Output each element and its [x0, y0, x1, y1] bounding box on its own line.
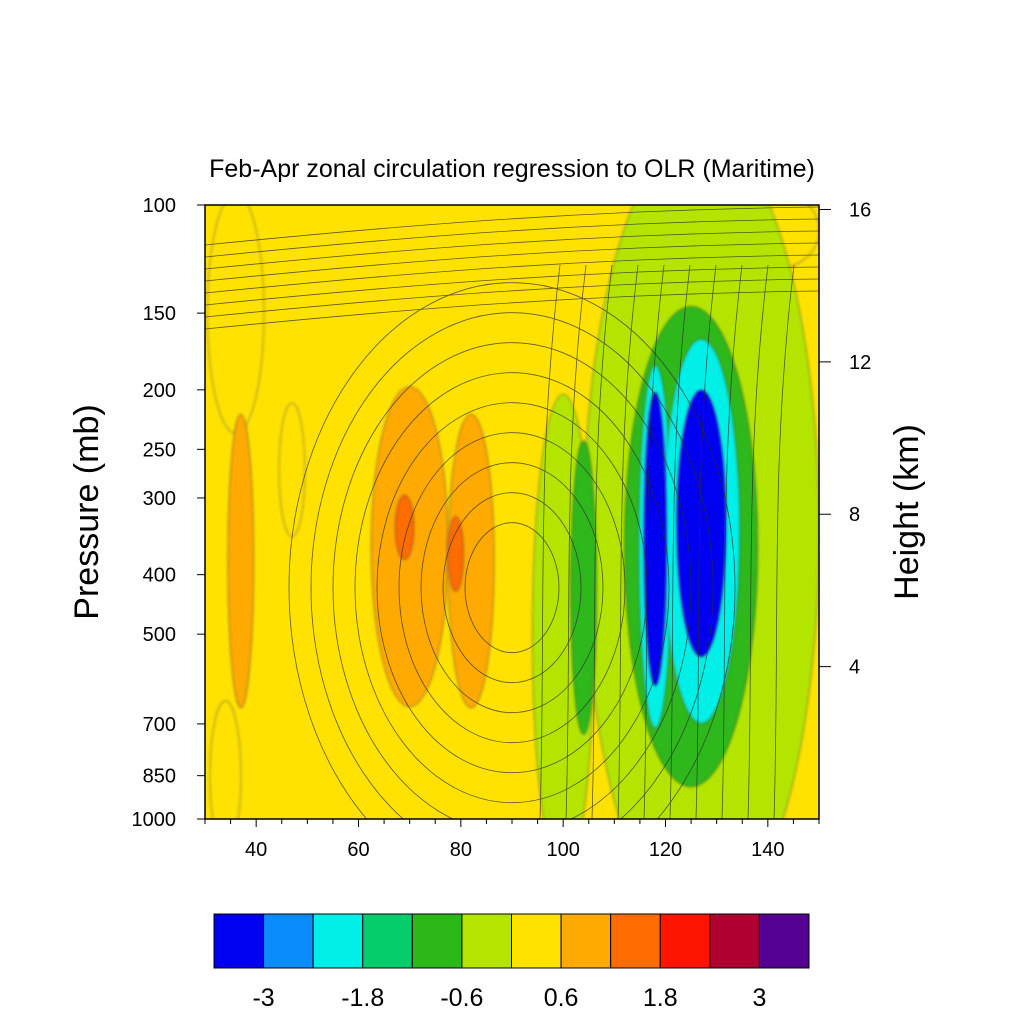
streamline [669, 264, 691, 819]
streamline [310, 312, 714, 819]
colorbar-bin [411, 913, 463, 969]
x-tick-label: 40 [245, 839, 267, 861]
positive-anomaly-region [207, 205, 265, 434]
streamline [205, 206, 819, 246]
x-tick-label: 100 [546, 839, 579, 861]
streamline [591, 264, 613, 819]
colorbar-label: -3 [252, 984, 274, 1012]
streamline [205, 278, 819, 318]
streamline [773, 264, 795, 819]
positive-anomaly-region [447, 516, 464, 592]
positive-anomaly-region [394, 495, 415, 560]
y-tick-label: 1000 [132, 809, 177, 831]
positive-anomaly-region [227, 413, 254, 708]
streamline [288, 282, 736, 819]
negative-anomaly-region [676, 389, 727, 658]
colorbar-bin [263, 913, 314, 969]
streamline [205, 290, 819, 330]
colorbar-label: 1.8 [643, 984, 678, 1012]
plot-area [205, 205, 819, 819]
colorbar-label: -0.6 [440, 984, 483, 1012]
streamline [420, 462, 604, 714]
streamline [205, 254, 819, 294]
positive-anomaly-region [278, 402, 306, 537]
streamline [695, 264, 717, 819]
colorbar-bin [511, 913, 562, 969]
y-tick-label: 200 [143, 380, 176, 402]
colorbar-bin [659, 913, 711, 969]
y-tick-label: 700 [143, 714, 176, 736]
negative-anomaly-region [570, 440, 597, 735]
x-axis: 40 60 80 100 120 140 [204, 819, 820, 861]
colorbar: -3 -1.8 -0.6 0.6 1.8 3 [213, 913, 810, 1012]
colorbar-bin [362, 913, 413, 969]
streamline [539, 264, 561, 819]
x-tick-label: 120 [649, 839, 682, 861]
streamline [354, 372, 670, 804]
y-tick-label: 100 [143, 195, 176, 217]
streamline [721, 264, 743, 819]
colorbar-bin [560, 913, 612, 969]
colorbar-label: 0.6 [544, 984, 579, 1012]
streamline [332, 342, 692, 819]
x-tick-label: 80 [450, 839, 472, 861]
streamline [205, 230, 819, 270]
colorbar-bin [758, 913, 810, 969]
y2-tick-label: 4 [849, 657, 860, 679]
streamline [205, 242, 819, 282]
y-tick-label: 500 [143, 624, 176, 646]
streamline [643, 264, 665, 819]
colorbar-label: -1.8 [341, 984, 384, 1012]
y-axis-label: Pressure (mb) [68, 404, 106, 619]
y2-axis-label: Height (km) [888, 424, 926, 600]
y-tick-label: 300 [143, 488, 176, 510]
colorbar-bin [610, 913, 661, 969]
chart-title: Feb-Apr zonal circulation regression to … [209, 155, 815, 183]
streamline [464, 522, 560, 654]
x-tick-label: 140 [751, 839, 784, 861]
y-tick-label: 150 [143, 303, 176, 325]
streamline [398, 432, 626, 744]
y2-tick-label: 12 [849, 352, 871, 374]
colorbar-label: 3 [752, 984, 766, 1012]
colorbar-bin [213, 913, 265, 969]
positive-anomaly-region [209, 700, 242, 819]
negative-anomaly-region [643, 392, 667, 687]
streamline [747, 264, 769, 819]
colorbar-bin [312, 913, 364, 969]
streamline [205, 266, 819, 306]
y-axis-pressure: 100 150 200 250 300 400 500 700 850 1000 [132, 195, 205, 831]
streamlines [205, 206, 819, 819]
y-tick-label: 850 [143, 766, 176, 788]
y2-tick-label: 16 [849, 199, 871, 221]
y2-tick-label: 8 [849, 504, 860, 526]
x-tick-label: 60 [347, 839, 369, 861]
colorbar-bin [709, 913, 760, 969]
streamline [442, 492, 582, 684]
y-tick-label: 250 [143, 439, 176, 461]
streamline [565, 264, 587, 819]
colorbar-bin [461, 913, 512, 969]
streamline [617, 264, 639, 819]
streamline [205, 218, 819, 258]
y-tick-label: 400 [143, 565, 176, 587]
y-axis-height: 16 12 8 4 [819, 199, 871, 679]
